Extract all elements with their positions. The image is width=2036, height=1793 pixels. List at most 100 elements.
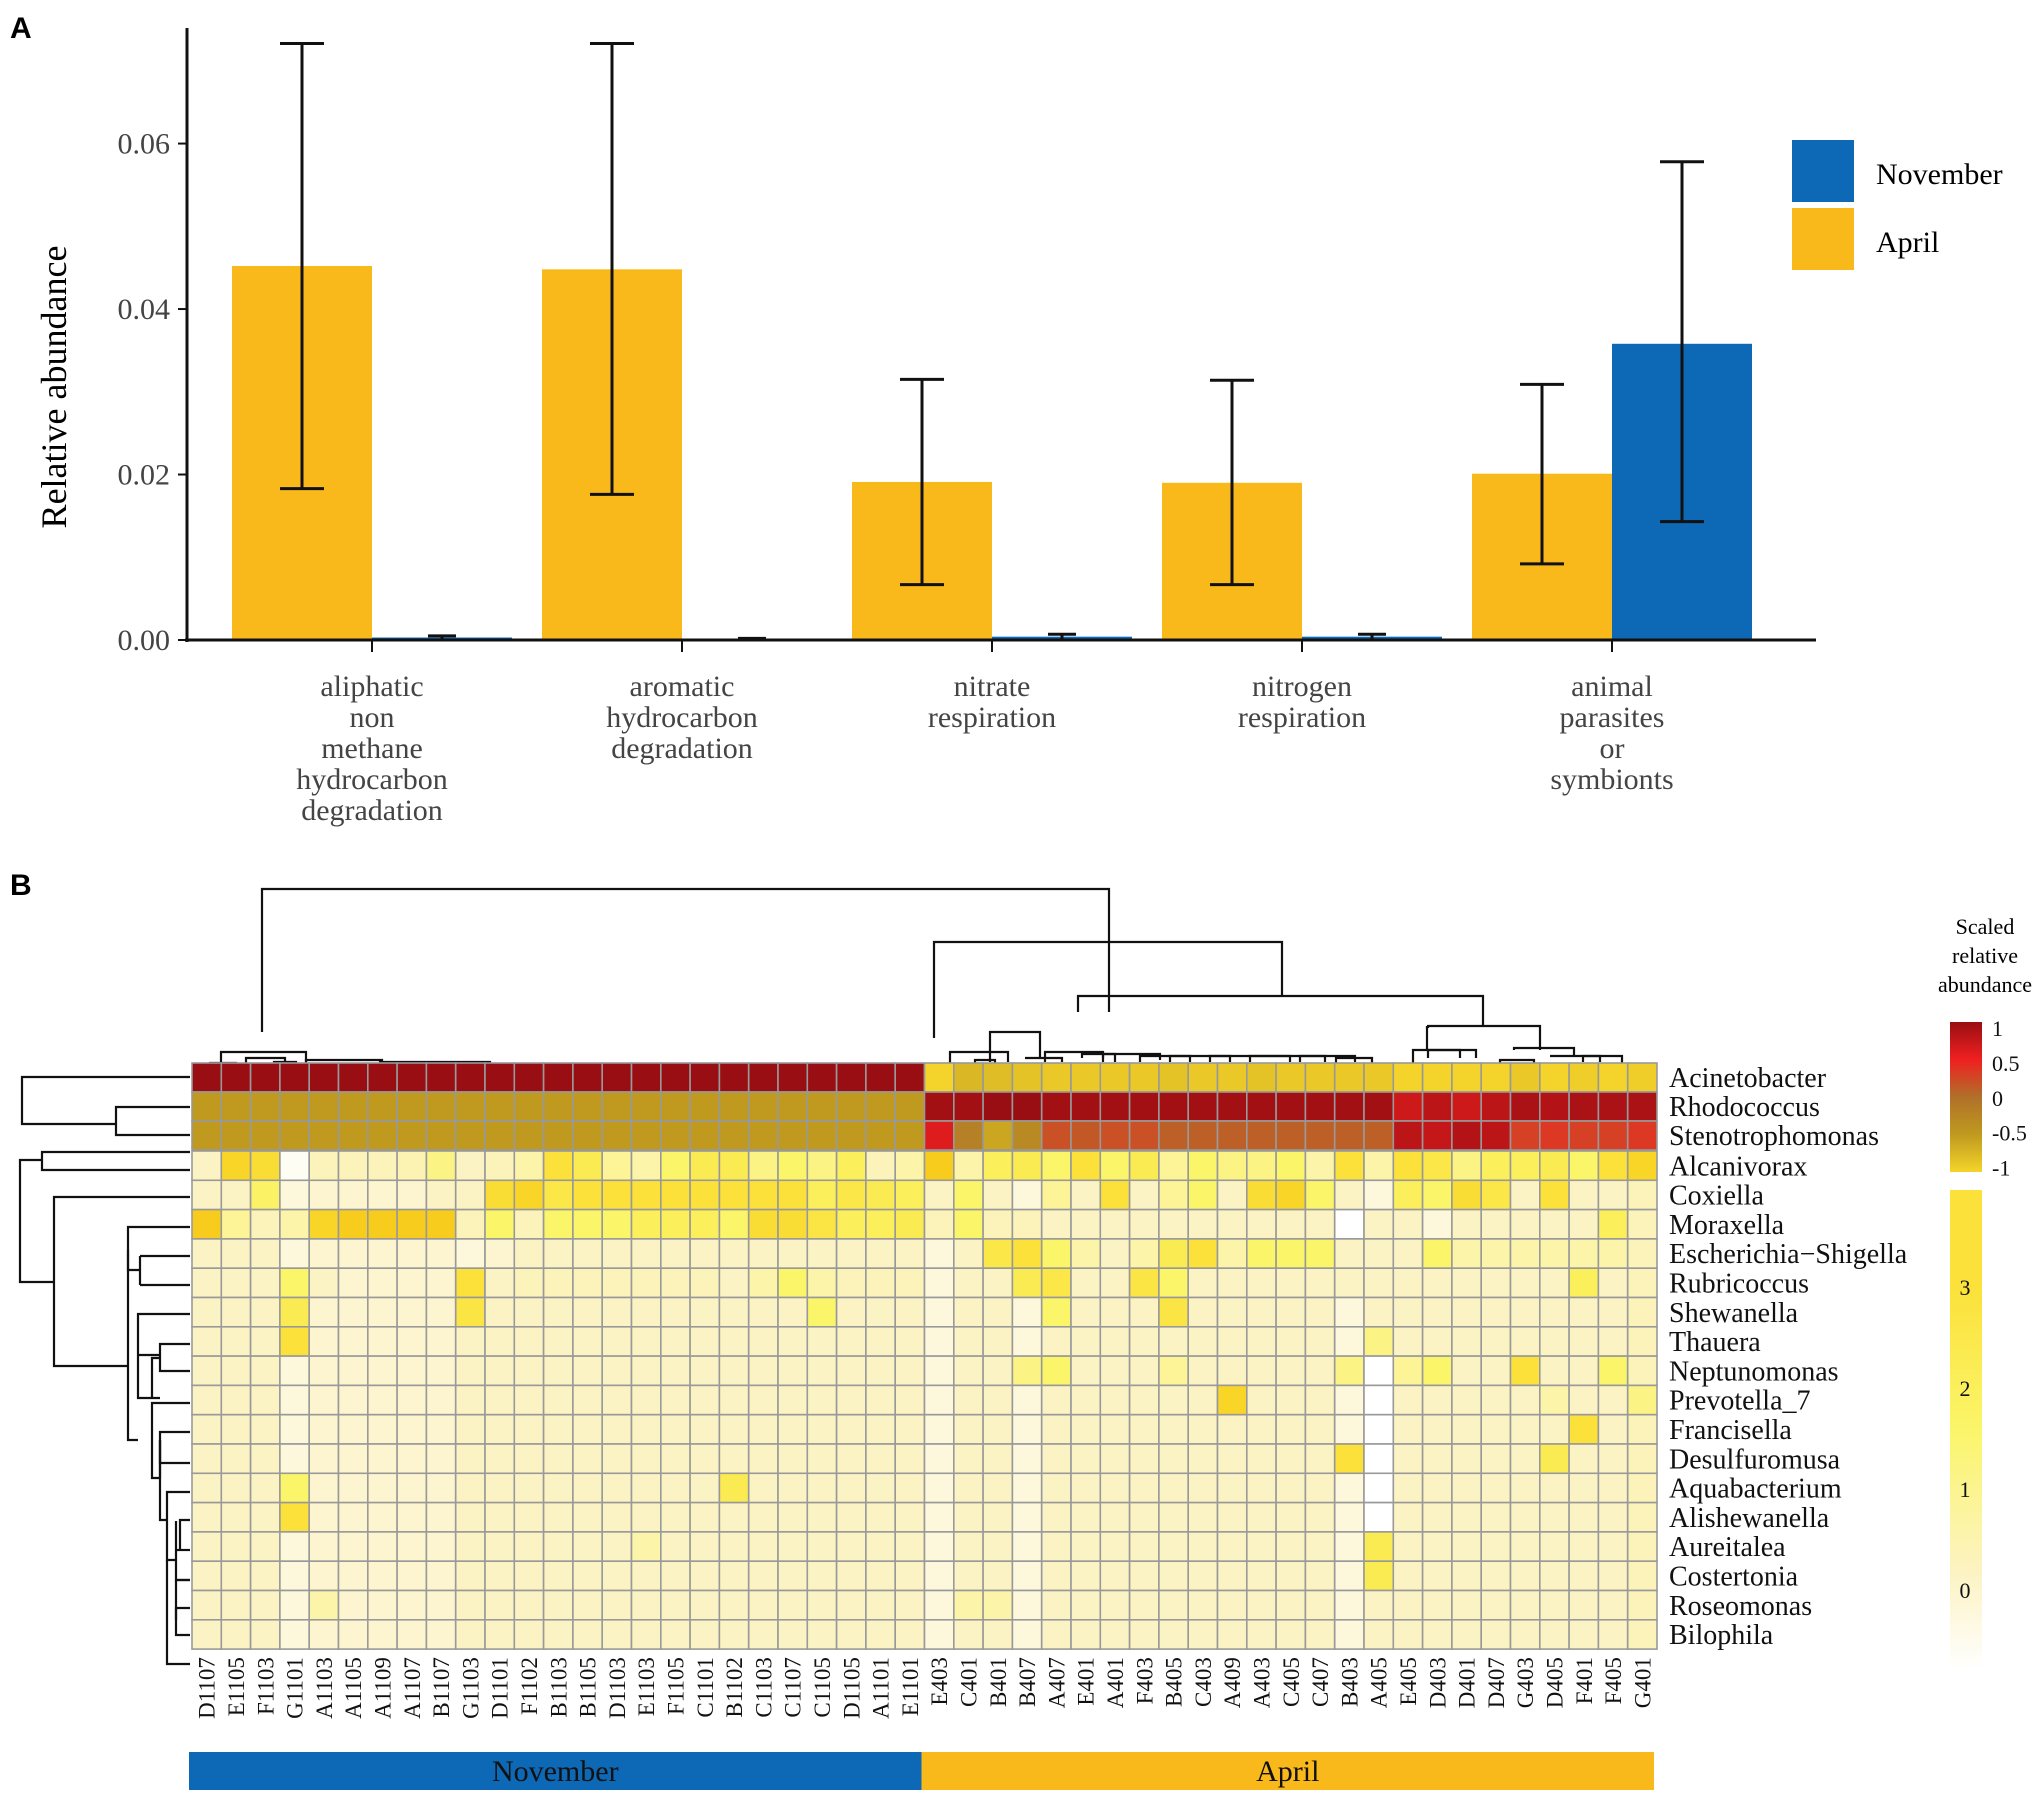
heat-cell — [1275, 1267, 1307, 1299]
heat-cell — [1568, 1531, 1600, 1563]
heat-cell — [513, 1619, 545, 1650]
heat-cell — [572, 1501, 604, 1533]
heat-cell — [396, 1091, 428, 1122]
heat-cell — [1451, 1179, 1483, 1211]
row-labels: AcinetobacterRhodococcusStenotrophomonas… — [1669, 1063, 1908, 1651]
heat-cell — [1304, 1384, 1336, 1416]
column-label: B1105 — [576, 1657, 601, 1718]
heat-cell — [1480, 1443, 1512, 1475]
heat-cell — [1158, 1179, 1190, 1211]
heat-cell — [366, 1296, 398, 1328]
heat-cell — [952, 1062, 984, 1093]
heat-cell — [249, 1120, 281, 1151]
heat-cell — [1304, 1150, 1336, 1182]
heat-cell — [835, 1150, 867, 1182]
heat-cell — [1246, 1150, 1277, 1182]
heat-cell — [366, 1560, 398, 1592]
heat-cell — [1421, 1560, 1453, 1592]
heat-cell — [1187, 1589, 1219, 1621]
heat-cell — [425, 1296, 457, 1328]
heat-cell — [689, 1413, 721, 1445]
heat-cell — [601, 1326, 633, 1357]
heat-cell — [835, 1472, 867, 1504]
heat-cell — [1070, 1531, 1102, 1563]
heat-cell — [894, 1619, 926, 1650]
legend: November April — [1792, 140, 2003, 270]
heat-cell — [835, 1560, 867, 1592]
heat-cell — [952, 1589, 984, 1621]
heat-cell — [1011, 1413, 1043, 1445]
heat-cell — [396, 1472, 428, 1504]
heat-cell — [513, 1413, 545, 1445]
column-label: C401 — [956, 1657, 981, 1707]
heat-cell — [1451, 1531, 1483, 1563]
heat-cell — [806, 1413, 838, 1445]
heat-cell — [396, 1413, 428, 1445]
heat-cell — [1421, 1443, 1453, 1475]
heat-cell — [1246, 1472, 1277, 1504]
heat-cell — [484, 1062, 516, 1093]
heat-cell — [191, 1326, 223, 1357]
heat-cell — [1451, 1150, 1483, 1182]
heat-cell — [513, 1238, 545, 1270]
heat-cell — [601, 1267, 633, 1299]
heat-cell — [1246, 1619, 1277, 1650]
heat-cell — [865, 1326, 897, 1357]
scale-title-line-3: abundance — [1938, 972, 2032, 997]
heat-cell — [366, 1150, 398, 1182]
heat-cell — [1275, 1560, 1307, 1592]
heat-cell — [1040, 1238, 1072, 1270]
heat-cell — [1216, 1589, 1248, 1621]
heat-cell — [1304, 1413, 1336, 1445]
heat-cell — [1392, 1267, 1424, 1299]
heat-cell — [1568, 1355, 1600, 1387]
heat-cell — [366, 1326, 398, 1357]
heat-cell — [1304, 1267, 1336, 1299]
heat-cell — [572, 1443, 604, 1475]
heat-cell — [1509, 1384, 1541, 1416]
heat-cell — [894, 1062, 926, 1093]
heat-cell — [806, 1208, 838, 1240]
heat-cell — [601, 1091, 633, 1122]
heat-cell — [1480, 1120, 1512, 1151]
heat-cell — [835, 1355, 867, 1387]
heat-cell — [279, 1150, 310, 1182]
heat-cell — [777, 1384, 809, 1416]
heat-cell — [718, 1238, 750, 1270]
heat-cell — [1070, 1179, 1102, 1211]
heat-cell — [1216, 1384, 1248, 1416]
heat-cell — [1304, 1531, 1336, 1563]
heat-cell — [923, 1560, 955, 1592]
heat-cell — [425, 1619, 457, 1650]
heat-cell — [191, 1267, 223, 1299]
heat-cell — [396, 1062, 428, 1093]
heat-cell — [1304, 1120, 1336, 1151]
heat-cell — [1158, 1501, 1190, 1533]
row-label: Costertonia — [1669, 1562, 1799, 1593]
heat-cell — [1626, 1091, 1658, 1122]
x-tick-label: nitrogen respiration — [1238, 670, 1366, 734]
heat-cell — [1011, 1296, 1043, 1328]
heat-cell — [777, 1091, 809, 1122]
heat-cell — [982, 1267, 1014, 1299]
heat-cell — [366, 1589, 398, 1621]
heat-cell — [1187, 1267, 1219, 1299]
heat-cell — [1626, 1531, 1658, 1563]
heat-cell — [1216, 1619, 1248, 1650]
heat-cell — [1568, 1472, 1600, 1504]
heat-cell — [542, 1091, 574, 1122]
heat-cell — [1568, 1501, 1600, 1533]
heat-cell — [1158, 1120, 1190, 1151]
heat-cell — [572, 1413, 604, 1445]
heat-cell — [1480, 1238, 1512, 1270]
heat-cell — [1246, 1355, 1277, 1387]
heat-cell — [835, 1091, 867, 1122]
heat-cell — [747, 1355, 779, 1387]
heat-cell — [1480, 1384, 1512, 1416]
heat-cell — [1597, 1091, 1629, 1122]
bars — [232, 266, 1752, 641]
heat-cell — [1597, 1062, 1629, 1093]
heat-cell — [279, 1179, 310, 1211]
heat-cell — [601, 1150, 633, 1182]
heat-cell — [747, 1589, 779, 1621]
